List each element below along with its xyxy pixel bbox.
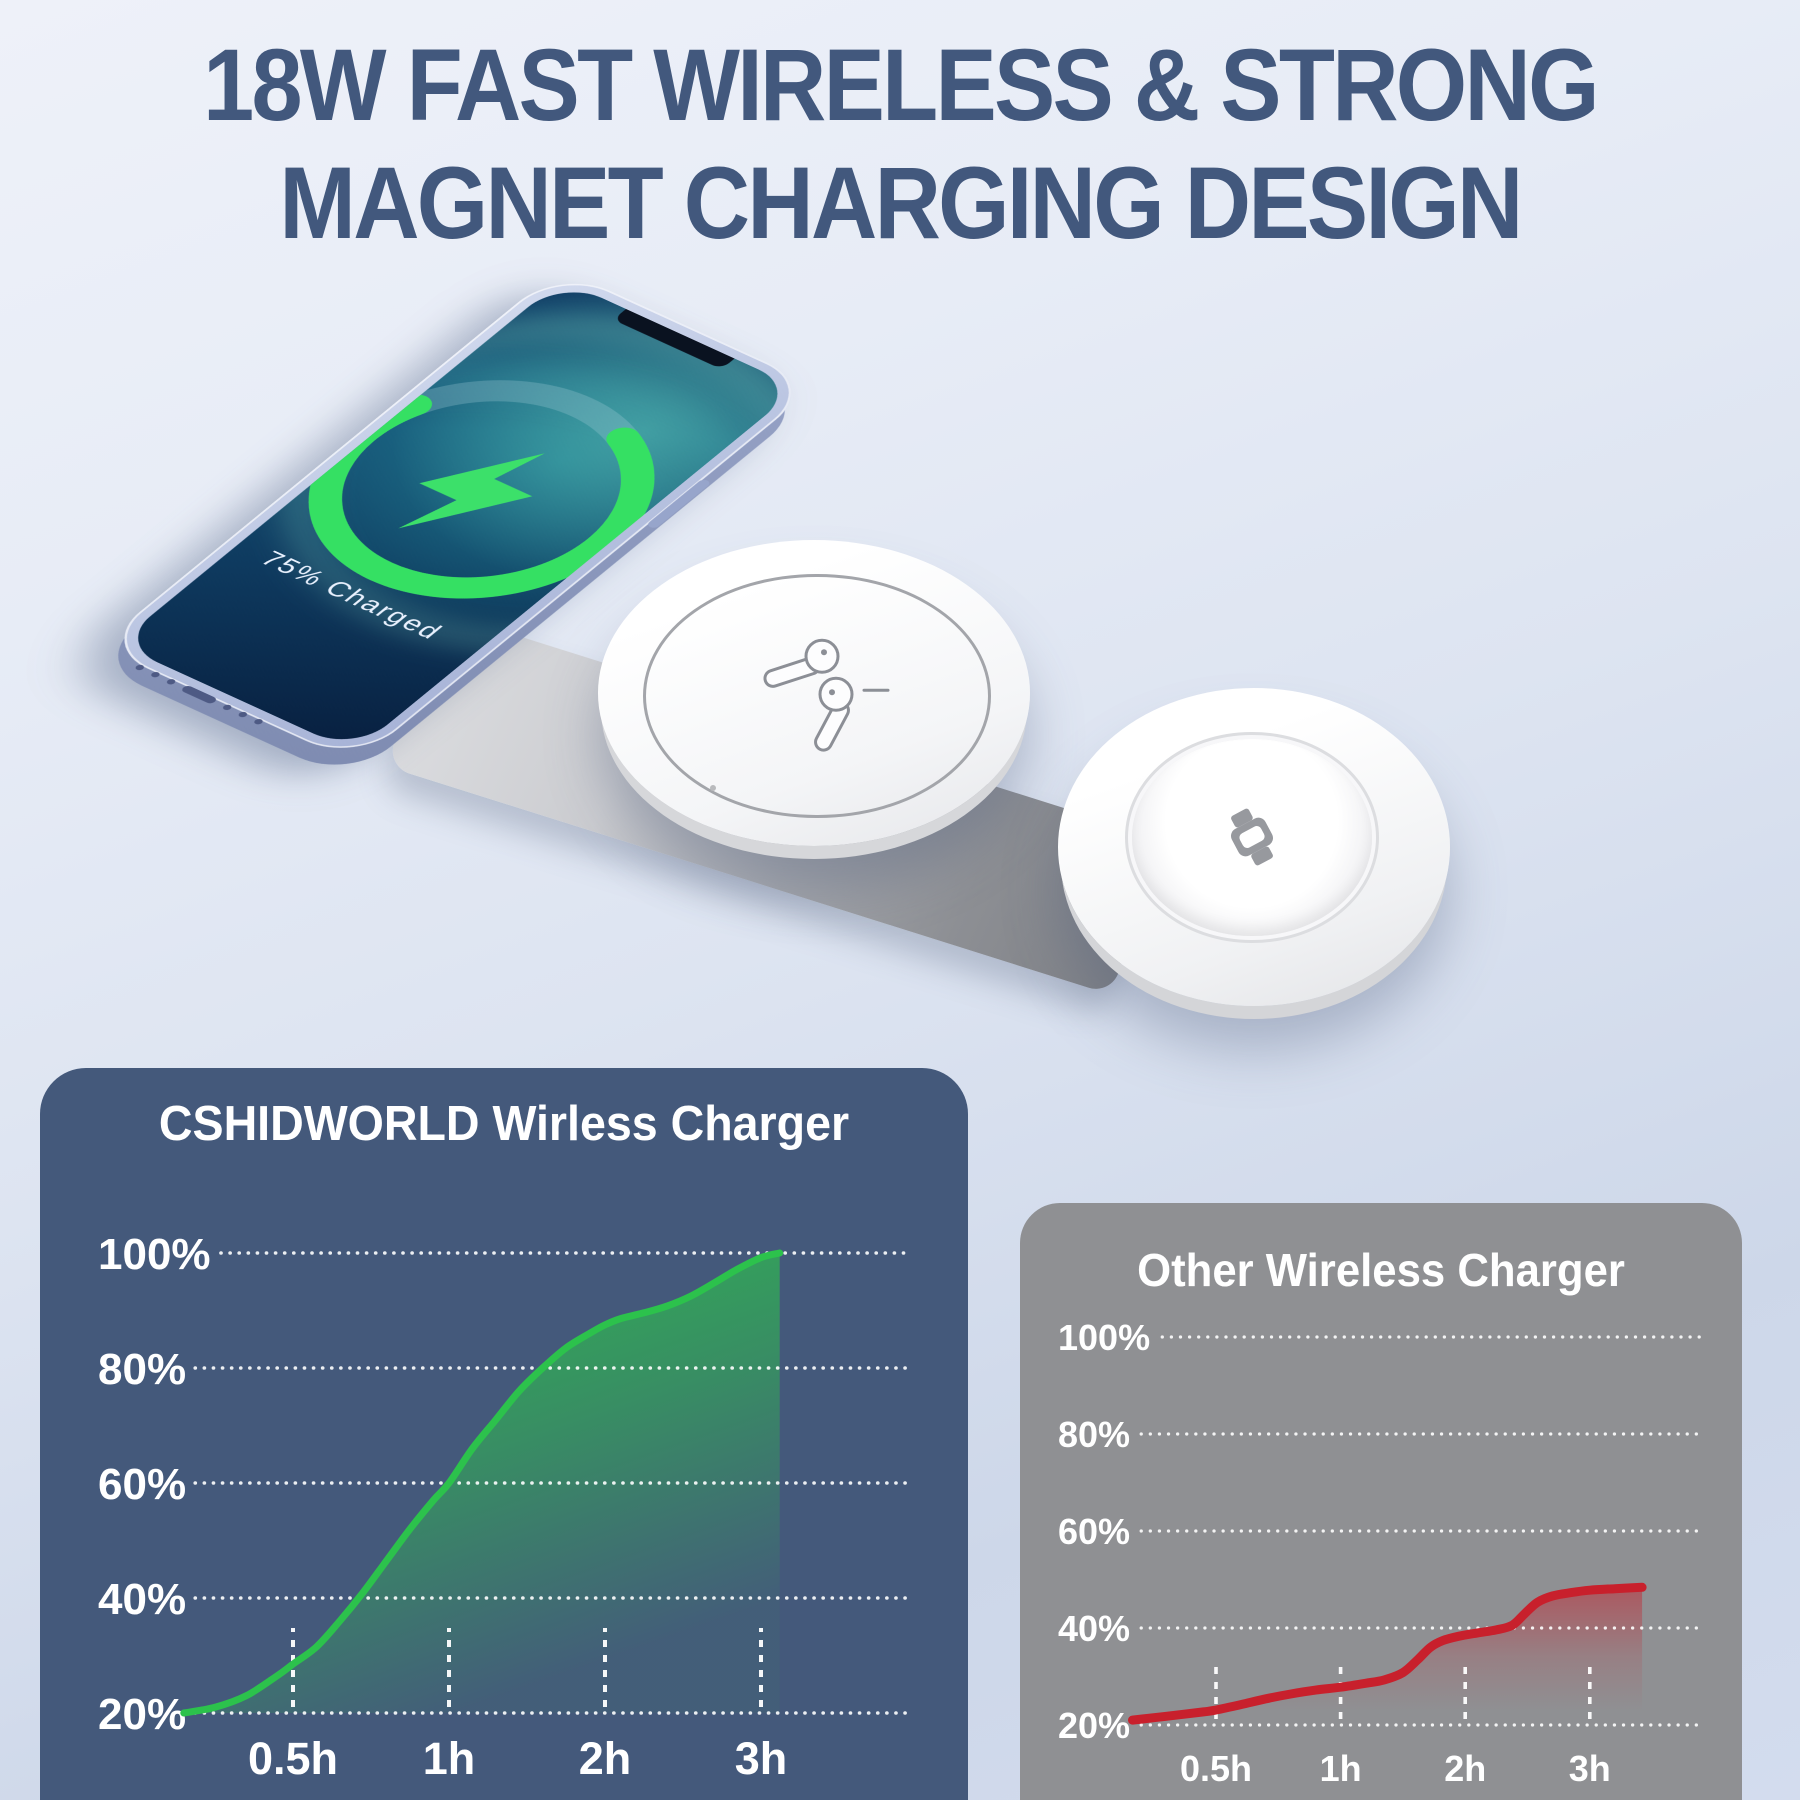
svg-text:2h: 2h bbox=[579, 1733, 632, 1784]
svg-text:3h: 3h bbox=[735, 1733, 788, 1784]
svg-text:80%: 80% bbox=[1058, 1414, 1130, 1455]
smart-watch-icon bbox=[1231, 809, 1274, 866]
svg-text:1h: 1h bbox=[1320, 1748, 1362, 1789]
phone: 75% Charged bbox=[91, 268, 818, 781]
other-chart-title: Other Wireless Charger bbox=[1137, 1244, 1625, 1296]
pad-coil-ring bbox=[643, 573, 991, 819]
svg-text:1h: 1h bbox=[423, 1733, 476, 1784]
phone-screen: 75% Charged bbox=[116, 279, 800, 753]
brand-chart-panel: CSHIDWORLD Wirless Charger 100% 80% 60% 40%… bbox=[40, 1068, 968, 1800]
svg-text:20%: 20% bbox=[98, 1690, 186, 1739]
svg-text:0.5h: 0.5h bbox=[1180, 1748, 1252, 1789]
svg-text:60%: 60% bbox=[98, 1460, 186, 1509]
watch-charger-disc bbox=[1132, 738, 1372, 937]
brand-chart-title: CSHIDWORLD Wirless Charger bbox=[158, 1097, 850, 1151]
svg-text:100%: 100% bbox=[1058, 1317, 1150, 1358]
phone-body: 75% Charged bbox=[98, 268, 818, 764]
watch-charging-pad bbox=[1058, 688, 1450, 1006]
page-title: 18W FAST WIRELESS & STRONG MAGNET CHARGI… bbox=[90, 26, 1710, 263]
other-chart-panel: Other Wireless Charger 100% 80% 60% 40% 20% 0… bbox=[1020, 1203, 1742, 1800]
lightning-bolt-icon bbox=[398, 453, 545, 529]
svg-text:3h: 3h bbox=[1569, 1748, 1611, 1789]
charge-ring-icon bbox=[308, 380, 655, 599]
page-title-line2: MAGNET CHARGING DESIGN bbox=[279, 146, 1523, 261]
earbuds-icon bbox=[763, 638, 890, 752]
page-title-line1: 18W FAST WIRELESS & STRONG bbox=[203, 28, 1599, 142]
svg-text:100%: 100% bbox=[98, 1230, 211, 1279]
brand-charging-chart: 100% 80% 60% 40% 20% 0.5h 1h 2h 3h bbox=[98, 1230, 910, 1784]
svg-text:40%: 40% bbox=[1058, 1608, 1130, 1649]
svg-text:20%: 20% bbox=[1058, 1705, 1130, 1746]
svg-text:2h: 2h bbox=[1444, 1748, 1486, 1789]
svg-text:40%: 40% bbox=[98, 1575, 186, 1624]
other-charging-chart: 100% 80% 60% 40% 20% 0.5h 1h 2h 3h bbox=[1058, 1317, 1702, 1789]
svg-text:80%: 80% bbox=[98, 1345, 186, 1394]
indicator-led bbox=[710, 784, 717, 791]
svg-text:0.5h: 0.5h bbox=[248, 1733, 338, 1784]
svg-text:60%: 60% bbox=[1058, 1511, 1130, 1552]
earbuds-charging-pad bbox=[598, 540, 1030, 846]
